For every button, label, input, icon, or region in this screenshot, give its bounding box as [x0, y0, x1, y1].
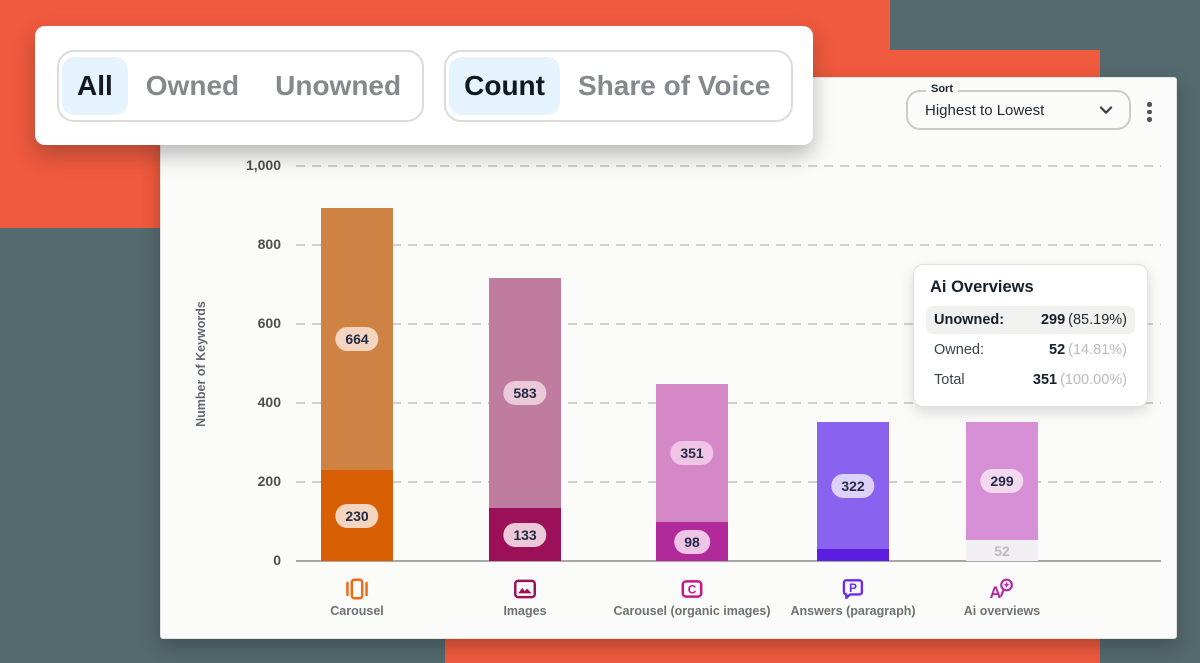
tooltip-row-value: 52 (14.81%): [1049, 342, 1127, 358]
bar-ai-overviews-owned-segment[interactable]: [966, 540, 1038, 561]
tooltip: Ai Overviews Unowned: 299 (85.19%) Owned: 52…: [913, 264, 1148, 407]
y-tick-label-800: 800: [257, 236, 281, 252]
category-label-carousel-organic-images: Carousel (organic images): [613, 604, 771, 618]
svg-text:P: P: [849, 581, 857, 595]
tooltip-row-label: Unowned:: [934, 312, 1005, 328]
segmented-control-ownership: All Owned Unowned: [57, 49, 425, 122]
gridline-200: [296, 481, 1161, 483]
tooltip-row-value: 351 (100.00%): [1033, 372, 1127, 388]
carousel-icon: [344, 576, 370, 602]
bar-carousel-organic-images-unowned-value: 351: [670, 440, 714, 465]
tooltip-row-owned: Owned: 52 (14.81%): [926, 336, 1135, 364]
category-label-carousel: Carousel: [330, 604, 384, 618]
tooltip-row-unowned: Unowned: 299 (85.19%): [926, 306, 1135, 334]
tooltip-row-number: 299: [1040, 312, 1066, 328]
sort-dropdown[interactable]: Sort Highest to Lowest: [906, 83, 1131, 130]
bar-images-unowned-value: 583: [503, 381, 547, 406]
tooltip-row-value: 299 (85.19%): [1041, 312, 1127, 328]
svg-text:A: A: [990, 584, 1002, 602]
tooltip-row-number: 351: [1032, 372, 1058, 388]
bar-ai-overviews-unowned-value: 299: [980, 469, 1024, 494]
images-icon: [512, 576, 538, 602]
carousel-organic-icon: C: [679, 576, 705, 602]
segmented-control-metric: Count Share of Voice: [444, 49, 794, 122]
segment-option-all[interactable]: All: [62, 56, 128, 115]
tooltip-title: Ai Overviews: [930, 278, 1034, 296]
tooltip-row-percent: (85.19%): [1068, 312, 1127, 328]
tooltip-row-percent: (14.81%): [1068, 342, 1127, 358]
answers-paragraph-icon: P: [840, 576, 866, 602]
gridline-600: [296, 323, 1161, 325]
segment-option-count[interactable]: Count: [449, 56, 560, 115]
segment-option-share-of-voice[interactable]: Share of Voice: [577, 69, 771, 101]
bar-ai-overviews-owned-value: 52: [994, 542, 1010, 559]
y-tick-label-1000: 1,000: [245, 157, 281, 173]
bar-answers-paragraph-owned-segment[interactable]: [817, 549, 889, 561]
tooltip-rows: Unowned: 299 (85.19%) Owned: 52 (14.81%) Total…: [926, 306, 1135, 394]
y-tick-label-400: 400: [257, 394, 281, 410]
chart-card: Sort Highest to Lowest Number of Keyword…: [160, 77, 1177, 639]
tooltip-row-label: Owned:: [934, 342, 984, 358]
plot-area: Number of Keywords 0 200 400 600 800 1,000 664…: [161, 78, 1176, 638]
gridline-800: [296, 244, 1161, 246]
sort-label: Sort: [926, 83, 958, 95]
bar-carousel-unowned-value: 664: [335, 327, 379, 351]
chevron-down-icon: [1097, 101, 1115, 119]
segment-option-owned[interactable]: Owned: [145, 69, 240, 101]
segment-option-unowned[interactable]: Unowned: [275, 69, 402, 101]
toolbar-groups: All Owned Unowned Count Share of Voice: [57, 49, 794, 122]
more-options-icon[interactable]: [1147, 99, 1153, 125]
x-axis-line: [296, 560, 1161, 562]
gridline-1000: [296, 165, 1161, 167]
category-label-answers-paragraph: Answers (paragraph): [790, 604, 916, 618]
bar-carousel-organic-images-owned-value: 98: [674, 529, 710, 554]
ai-overviews-icon: A: [989, 576, 1015, 602]
category-label-images: Images: [503, 604, 547, 618]
y-tick-label-200: 200: [257, 473, 281, 489]
tooltip-row-total: Total 351 (100.00%): [926, 366, 1135, 394]
bar-answers-paragraph-unowned-value: 322: [831, 473, 875, 498]
y-tick-label-600: 600: [257, 315, 281, 331]
category-label-ai-overviews: Ai overviews: [963, 604, 1041, 618]
gridline-400: [296, 402, 1161, 404]
sort-selected-value: Highest to Lowest: [925, 101, 1045, 119]
tooltip-row-percent: (100.00%): [1060, 372, 1127, 388]
tooltip-row-label: Total: [934, 372, 965, 388]
bar-images-owned-value: 133: [503, 522, 547, 547]
tooltip-row-number: 52: [1049, 342, 1066, 358]
bar-carousel-owned-value: 230: [335, 503, 379, 528]
y-tick-label-0: 0: [273, 552, 281, 568]
filter-toolbar: All Owned Unowned Count Share of Voice: [35, 26, 813, 145]
svg-text:C: C: [688, 582, 697, 596]
